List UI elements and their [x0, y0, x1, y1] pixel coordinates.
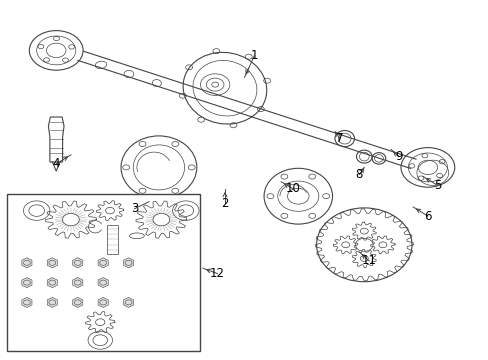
Polygon shape [98, 258, 108, 268]
Polygon shape [47, 278, 57, 288]
Polygon shape [22, 297, 32, 307]
Polygon shape [22, 258, 32, 268]
Text: 9: 9 [394, 150, 402, 163]
Text: 7: 7 [335, 132, 343, 145]
Polygon shape [22, 278, 32, 288]
Text: 8: 8 [355, 168, 363, 181]
Text: 12: 12 [210, 267, 224, 280]
Bar [7, 194, 200, 351]
Text: 1: 1 [250, 49, 258, 62]
Polygon shape [73, 297, 82, 307]
Polygon shape [98, 278, 108, 288]
Text: 3: 3 [130, 202, 138, 215]
Text: 6: 6 [423, 210, 431, 222]
Text: 4: 4 [52, 157, 60, 170]
Text: 10: 10 [285, 183, 300, 195]
Text: 2: 2 [221, 197, 228, 210]
Bar [107, 225, 118, 254]
Text: 5: 5 [433, 179, 441, 192]
Polygon shape [47, 297, 57, 307]
Polygon shape [98, 297, 108, 307]
Polygon shape [48, 117, 64, 162]
Polygon shape [123, 258, 133, 268]
Polygon shape [73, 278, 82, 288]
Polygon shape [123, 297, 133, 307]
Polygon shape [47, 258, 57, 268]
Polygon shape [73, 258, 82, 268]
Text: 11: 11 [361, 255, 376, 267]
